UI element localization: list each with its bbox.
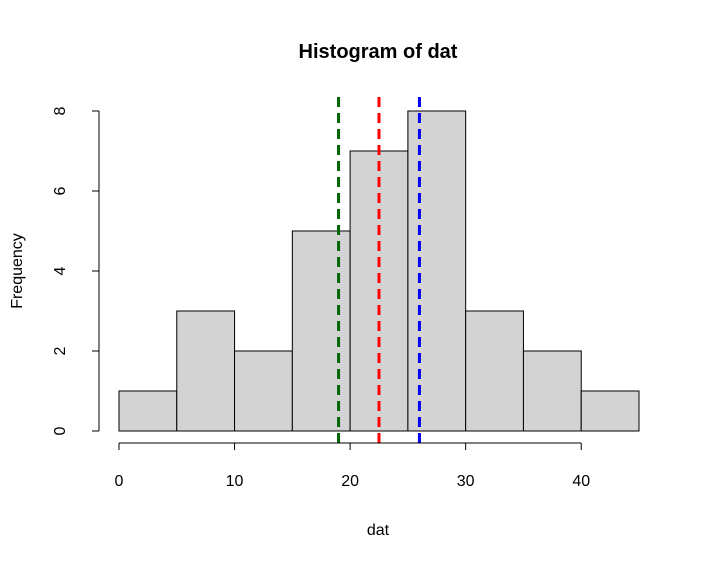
x-axis: 0 10 20 30 40 xyxy=(115,442,590,490)
chart-title: Histogram of dat xyxy=(299,41,458,63)
x-tick-label-4: 40 xyxy=(572,473,590,490)
histogram-bar-0 xyxy=(118,390,178,432)
x-tick-label-0: 0 xyxy=(115,473,124,490)
histogram-bar-2 xyxy=(234,350,293,432)
bars-group xyxy=(118,110,640,432)
y-axis-label: Frequency xyxy=(9,233,26,309)
histogram-bar-1 xyxy=(176,310,236,432)
y-axis: 0 2 4 6 8 xyxy=(52,106,100,435)
y-tick-label-3: 6 xyxy=(52,186,69,195)
y-tick-label-4: 8 xyxy=(52,106,69,115)
reference-lines-group xyxy=(337,97,421,445)
y-tick-label-2: 4 xyxy=(52,266,69,275)
x-tick-label-1: 10 xyxy=(226,473,244,490)
histogram-bar-8 xyxy=(580,390,640,432)
histogram-bar-7 xyxy=(522,350,582,432)
histogram-bar-3 xyxy=(291,230,351,432)
x-axis-label: dat xyxy=(367,522,390,539)
y-tick-label-0: 0 xyxy=(52,426,69,435)
histogram-bar-5 xyxy=(407,110,467,432)
x-tick-label-2: 20 xyxy=(341,473,359,490)
histogram-bar-6 xyxy=(465,310,524,432)
y-tick-label-1: 2 xyxy=(52,346,69,355)
x-tick-label-3: 30 xyxy=(457,473,475,490)
